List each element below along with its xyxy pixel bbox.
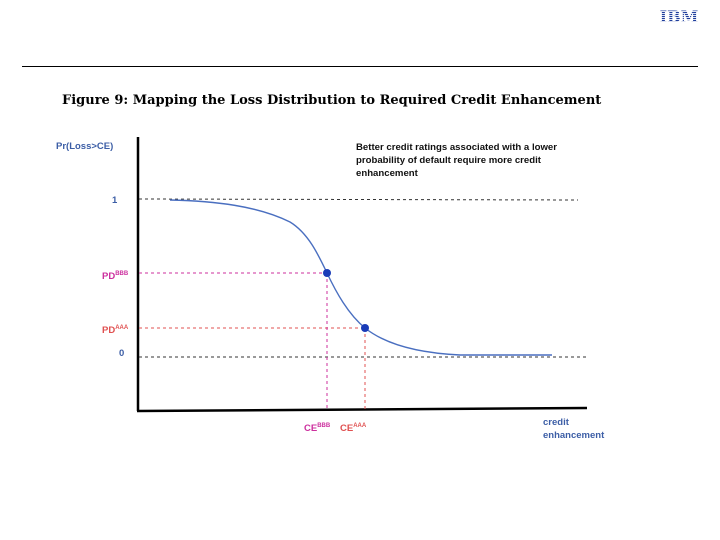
loss-curve — [169, 199, 552, 356]
bbb-point — [323, 269, 331, 277]
ce-bbb-label: CEBBB — [304, 423, 331, 434]
ce-aaa-label: CEAAA — [340, 423, 367, 434]
note-line-2: probability of default require more cred… — [356, 155, 541, 166]
x-axis — [136, 406, 588, 413]
pd-aaa-label: PDAAA — [102, 325, 129, 336]
y-tick-one: 1 — [112, 195, 118, 206]
level-one-line — [138, 198, 579, 201]
header-divider — [22, 66, 698, 67]
y-tick-zero: 0 — [119, 348, 124, 359]
pd-bbb-label: PDBBB — [102, 271, 129, 282]
note-line-1: Better credit ratings associated with a … — [356, 142, 557, 153]
figure-title: Figure 9: Mapping the Loss Distribution … — [62, 93, 602, 108]
y-axis-label: Pr(Loss>CE) — [56, 141, 113, 152]
note-line-3: enhancement — [356, 168, 418, 179]
annotation-note: Better credit ratings associated with a … — [356, 141, 557, 180]
x-axis-label: credit enhancement — [543, 417, 605, 441]
svg-text:IBM: IBM — [660, 8, 699, 24]
ibm-logo: IBM — [660, 8, 699, 24]
aaa-point — [361, 324, 369, 332]
